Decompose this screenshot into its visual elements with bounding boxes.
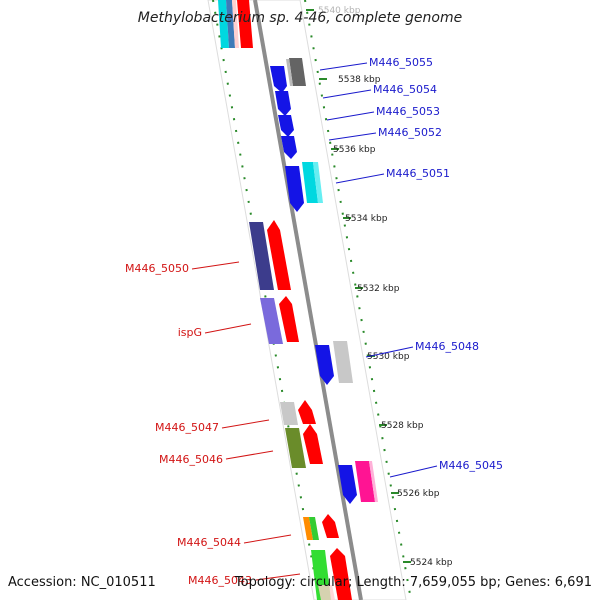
gene-label[interactable]: M446_5043 bbox=[188, 574, 252, 587]
right-leader-lines bbox=[319, 62, 438, 478]
tick-label: 5538 kbp bbox=[338, 75, 381, 85]
leader-line bbox=[365, 346, 414, 358]
gene-feature[interactable] bbox=[322, 514, 339, 538]
leader-line bbox=[389, 465, 438, 478]
gene-feature[interactable] bbox=[289, 58, 306, 86]
gene-label[interactable]: M446_5053 bbox=[376, 105, 440, 118]
gene-label[interactable]: M446_5045 bbox=[439, 459, 503, 472]
map-title: Methylobacterium sp. 4-46, complete geno… bbox=[138, 10, 462, 26]
tick-label: 5530 kbp bbox=[367, 352, 410, 362]
gene-feature[interactable] bbox=[260, 298, 283, 344]
leader-line bbox=[335, 173, 385, 184]
gene-feature[interactable] bbox=[313, 162, 323, 203]
leader-line bbox=[204, 323, 252, 334]
gene-feature[interactable] bbox=[275, 91, 291, 116]
leader-line bbox=[328, 132, 377, 141]
gene-feature[interactable] bbox=[338, 465, 357, 504]
gene-feature[interactable] bbox=[303, 517, 313, 540]
gene-feature[interactable] bbox=[280, 402, 298, 425]
tick-label: 5536 kbp bbox=[333, 145, 376, 155]
gene-feature[interactable] bbox=[285, 166, 304, 212]
gene-feature[interactable] bbox=[298, 400, 316, 424]
gene-feature[interactable] bbox=[285, 428, 306, 468]
leader-line bbox=[319, 62, 368, 71]
genome-summary-text: Topology: circular; Length: 7,659,055 bp… bbox=[234, 575, 592, 590]
gene-feature[interactable] bbox=[315, 345, 334, 385]
tick-label: 5534 kbp bbox=[345, 214, 388, 224]
gene-feature[interactable] bbox=[309, 517, 319, 540]
gene-label[interactable]: M446_5055 bbox=[369, 56, 433, 69]
leader-line bbox=[326, 111, 375, 121]
gene-feature[interactable] bbox=[267, 220, 291, 290]
gene-feature[interactable] bbox=[330, 548, 352, 600]
tick-label: 5526 kbp bbox=[397, 489, 440, 499]
gene-label[interactable]: M446_5054 bbox=[373, 83, 437, 96]
tick-label: 5540 kbp bbox=[318, 6, 361, 16]
leader-line bbox=[191, 261, 240, 270]
gene-label[interactable]: ispG bbox=[178, 326, 202, 339]
gene-feature[interactable] bbox=[333, 341, 353, 383]
accession-text: Accession: NC_010511 bbox=[8, 575, 156, 590]
gene-feature[interactable] bbox=[232, 0, 239, 48]
tick-marks bbox=[306, 9, 411, 563]
gene-feature[interactable] bbox=[303, 424, 323, 464]
gene-feature[interactable] bbox=[318, 585, 335, 600]
gene-label[interactable]: M446_5046 bbox=[159, 453, 223, 466]
backbone-line bbox=[253, 0, 363, 600]
gene-label[interactable]: M446_5047 bbox=[155, 421, 219, 434]
gene-label[interactable]: M446_5050 bbox=[125, 262, 189, 275]
gene-feature[interactable] bbox=[286, 59, 293, 86]
tick-label: 5524 kbp bbox=[410, 558, 453, 568]
gene-feature[interactable] bbox=[355, 461, 375, 502]
leader-line bbox=[255, 573, 301, 581]
gene-label[interactable]: M446_5048 bbox=[415, 340, 479, 353]
leader-line bbox=[322, 89, 372, 99]
gene-feature[interactable] bbox=[302, 162, 318, 203]
leader-line bbox=[221, 419, 270, 429]
left-leader-lines bbox=[191, 261, 301, 581]
gene-label[interactable]: M446_5052 bbox=[378, 126, 442, 139]
tick-label: 5532 kbp bbox=[357, 284, 400, 294]
tick-label: 5528 kbp bbox=[381, 421, 424, 431]
gene-label[interactable]: M446_5051 bbox=[386, 167, 450, 180]
gene-feature[interactable] bbox=[237, 0, 253, 48]
gene-feature[interactable] bbox=[369, 461, 378, 502]
gene-feature[interactable] bbox=[270, 66, 287, 93]
gene-feature[interactable] bbox=[278, 115, 294, 137]
gene-feature[interactable] bbox=[279, 296, 299, 342]
gene-feature[interactable] bbox=[281, 136, 297, 159]
leader-line bbox=[225, 450, 274, 460]
leader-line bbox=[243, 534, 292, 544]
gene-feature[interactable] bbox=[218, 0, 229, 48]
gene-label[interactable]: M446_5044 bbox=[177, 536, 241, 549]
gene-feature[interactable] bbox=[249, 222, 274, 290]
